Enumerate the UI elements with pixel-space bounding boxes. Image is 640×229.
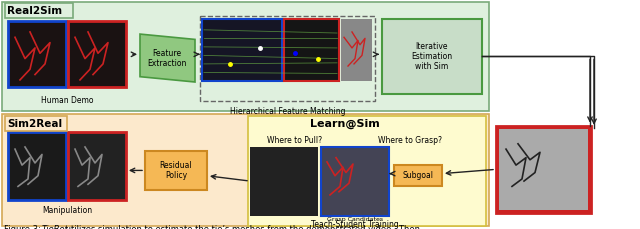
Bar	[145, 151, 207, 190]
Text: Manipulation: Manipulation	[42, 206, 92, 215]
Text: Iterative
Estimation
with Sim: Iterative Estimation with Sim	[412, 41, 452, 71]
Bar	[8, 132, 66, 200]
Bar	[8, 21, 66, 87]
Bar	[496, 126, 591, 213]
Text: Grasp Candidates: Grasp Candidates	[327, 217, 383, 222]
Text: Where to Pull?: Where to Pull?	[268, 136, 323, 145]
Text: Hierarchical Feature Matching: Hierarchical Feature Matching	[230, 106, 346, 115]
Text: Figure 3:: Figure 3:	[4, 225, 44, 229]
Bar	[394, 165, 442, 186]
Text: Human Demo: Human Demo	[41, 96, 93, 105]
Text: Teach-Student Training: Teach-Student Training	[311, 221, 399, 229]
Bar	[248, 116, 486, 226]
Bar	[284, 19, 339, 81]
Bar	[200, 16, 375, 101]
Bar	[499, 129, 588, 210]
Bar	[202, 19, 282, 81]
Polygon shape	[140, 34, 195, 82]
Text: Feature
Extraction: Feature Extraction	[147, 49, 187, 68]
Text: utilizes simulation to estimate the tie’s meshes from the demonstrated video.  T: utilizes simulation to estimate the tie’…	[63, 225, 420, 229]
Bar	[68, 21, 126, 87]
Bar	[250, 147, 318, 216]
Bar	[490, 114, 638, 226]
Bar	[341, 19, 372, 81]
Bar	[68, 132, 126, 200]
Text: Sim2Real: Sim2Real	[7, 119, 62, 128]
Text: Learn@Sim: Learn@Sim	[310, 118, 380, 129]
Text: Real2Sim: Real2Sim	[7, 6, 62, 16]
Text: Where to Grasp?: Where to Grasp?	[378, 136, 442, 145]
Bar	[2, 2, 489, 111]
Bar	[321, 210, 389, 221]
Bar	[2, 114, 489, 226]
Bar	[5, 116, 67, 131]
Bar	[382, 19, 482, 94]
Text: TieBot: TieBot	[42, 225, 68, 229]
Bar	[321, 147, 389, 216]
Text: Residual
Policy: Residual Policy	[160, 161, 192, 180]
Bar	[5, 3, 73, 18]
Text: Subgoal: Subgoal	[403, 171, 433, 180]
